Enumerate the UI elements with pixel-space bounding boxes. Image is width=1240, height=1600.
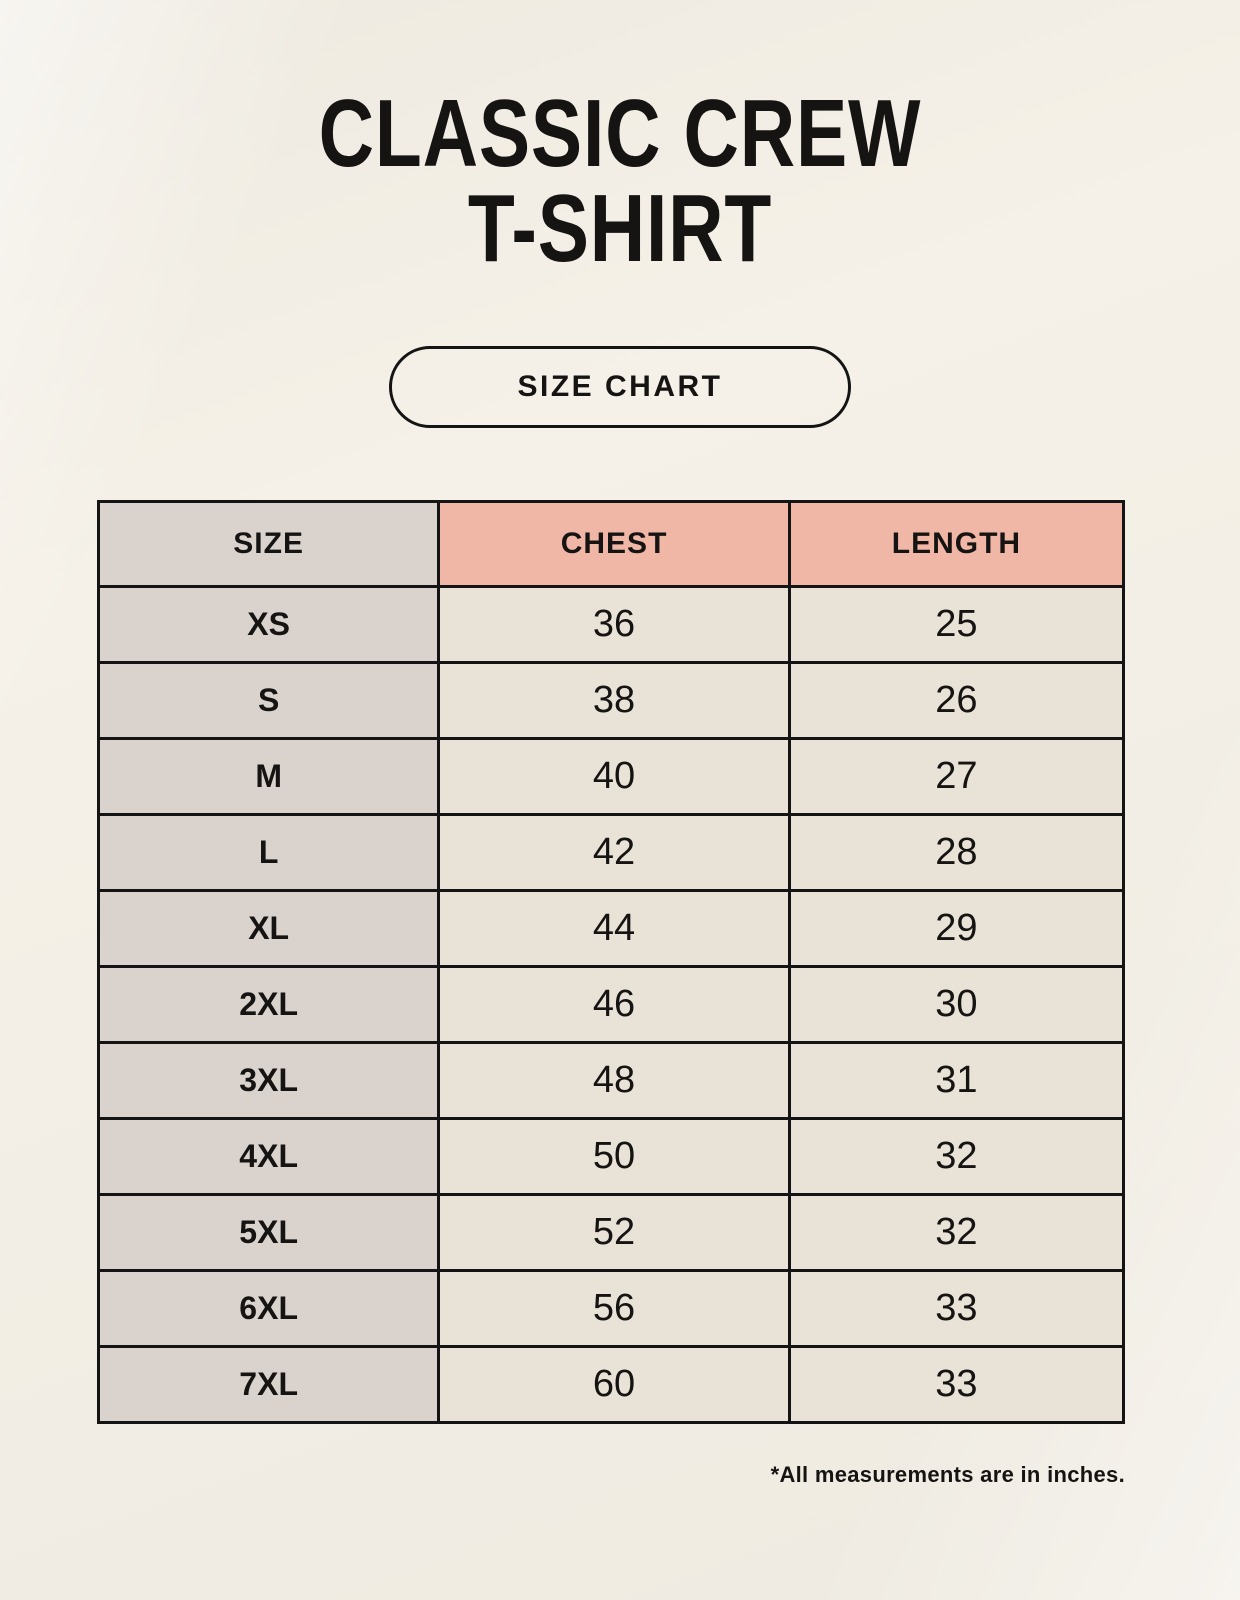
table-row: 5XL 52 32 bbox=[96, 1193, 1126, 1272]
chest-cell: 52 bbox=[437, 1193, 791, 1272]
chest-cell: 46 bbox=[437, 965, 791, 1044]
chest-cell: 42 bbox=[437, 813, 791, 892]
table-row: 2XL 46 30 bbox=[96, 965, 1126, 1044]
size-table-container: SIZE CHEST LENGTH XS 36 25 S 38 26 M 40 27 L 42 28 X… bbox=[96, 500, 1126, 1424]
size-cell: 3XL bbox=[96, 1041, 441, 1120]
table-row: 4XL 50 32 bbox=[96, 1117, 1126, 1196]
page-title: CLASSIC CREW T-SHIRT bbox=[124, 0, 1116, 276]
table-row: 3XL 48 31 bbox=[96, 1041, 1126, 1120]
length-cell: 33 bbox=[787, 1269, 1126, 1348]
length-cell: 27 bbox=[787, 737, 1126, 816]
size-cell: XL bbox=[96, 889, 441, 968]
chest-cell: 38 bbox=[437, 661, 791, 740]
size-cell: L bbox=[96, 813, 441, 892]
size-cell: S bbox=[96, 661, 441, 740]
table-row: S 38 26 bbox=[96, 661, 1126, 740]
chest-cell: 40 bbox=[437, 737, 791, 816]
table-row: XL 44 29 bbox=[96, 889, 1126, 968]
size-chart-badge-label: SIZE CHART bbox=[517, 370, 723, 404]
size-chart-badge: SIZE CHART bbox=[389, 346, 851, 429]
table-row: 6XL 56 33 bbox=[96, 1269, 1126, 1348]
length-cell: 26 bbox=[787, 661, 1126, 740]
length-cell: 33 bbox=[787, 1345, 1126, 1424]
size-cell: 2XL bbox=[96, 965, 441, 1044]
table-row: 7XL 60 33 bbox=[96, 1345, 1126, 1424]
length-cell: 31 bbox=[787, 1041, 1126, 1120]
size-cell: 4XL bbox=[96, 1117, 441, 1196]
length-cell: 25 bbox=[787, 585, 1126, 664]
title-line-2: T-SHIRT bbox=[467, 175, 773, 283]
chest-cell: 56 bbox=[437, 1269, 791, 1348]
size-table-body: XS 36 25 S 38 26 M 40 27 L 42 28 XL 44 29 2XL 46 30 3XL 48 3… bbox=[96, 585, 1126, 1424]
size-table: SIZE CHEST LENGTH XS 36 25 S 38 26 M 40 27 L 42 28 X… bbox=[96, 500, 1126, 1424]
length-cell: 29 bbox=[787, 889, 1126, 968]
chest-cell: 60 bbox=[437, 1345, 791, 1424]
chest-cell: 50 bbox=[437, 1117, 791, 1196]
table-row: L 42 28 bbox=[96, 813, 1126, 892]
table-header-row: SIZE CHEST LENGTH bbox=[96, 500, 1126, 588]
chest-cell: 48 bbox=[437, 1041, 791, 1120]
header-size: SIZE bbox=[96, 500, 441, 588]
chest-cell: 44 bbox=[437, 889, 791, 968]
chest-cell: 36 bbox=[437, 585, 791, 664]
size-cell: 6XL bbox=[96, 1269, 441, 1348]
size-cell: XS bbox=[96, 585, 441, 664]
size-cell: 7XL bbox=[96, 1345, 441, 1424]
length-cell: 28 bbox=[787, 813, 1126, 892]
title-line-1: CLASSIC CREW bbox=[318, 80, 922, 187]
header-length: LENGTH bbox=[787, 500, 1126, 588]
length-cell: 32 bbox=[787, 1117, 1126, 1196]
header-chest: CHEST bbox=[437, 500, 791, 588]
table-row: XS 36 25 bbox=[96, 585, 1126, 664]
length-cell: 30 bbox=[787, 965, 1126, 1044]
size-cell: M bbox=[96, 737, 441, 816]
length-cell: 32 bbox=[787, 1193, 1126, 1272]
table-row: M 40 27 bbox=[96, 737, 1126, 816]
size-cell: 5XL bbox=[96, 1193, 441, 1272]
measurements-footnote: *All measurements are in inches. bbox=[770, 1462, 1125, 1487]
